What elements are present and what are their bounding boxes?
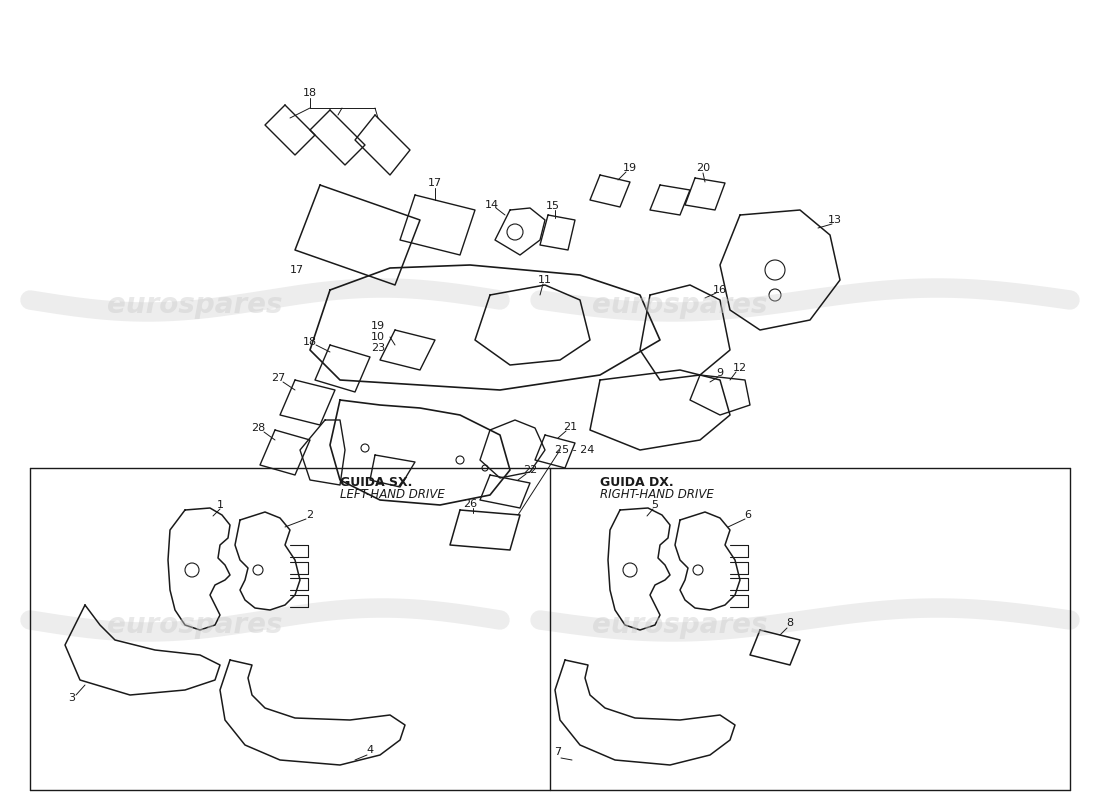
Text: eurospares: eurospares <box>108 611 283 639</box>
Text: 8: 8 <box>786 618 793 628</box>
Text: 13: 13 <box>828 215 842 225</box>
Text: eurospares: eurospares <box>592 611 768 639</box>
Text: 16: 16 <box>713 285 727 295</box>
Text: 17: 17 <box>428 178 442 188</box>
Text: 22: 22 <box>522 465 537 475</box>
Text: 19: 19 <box>623 163 637 173</box>
Text: 18: 18 <box>302 337 317 347</box>
Text: 9: 9 <box>716 368 724 378</box>
Text: 7: 7 <box>554 747 562 757</box>
Text: 4: 4 <box>366 745 374 755</box>
Text: eurospares: eurospares <box>108 291 283 319</box>
Text: GUIDA SX.: GUIDA SX. <box>340 477 412 490</box>
Text: 5: 5 <box>651 500 659 510</box>
Text: 25 - 24: 25 - 24 <box>556 445 595 455</box>
Text: 19: 19 <box>371 321 385 331</box>
Text: 11: 11 <box>538 275 552 285</box>
Text: 15: 15 <box>546 201 560 211</box>
Text: 2: 2 <box>307 510 314 520</box>
Text: 6: 6 <box>745 510 751 520</box>
Text: 20: 20 <box>696 163 711 173</box>
Text: eurospares: eurospares <box>592 291 768 319</box>
Text: 18: 18 <box>302 88 317 98</box>
Text: 12: 12 <box>733 363 747 373</box>
Text: 26: 26 <box>463 499 477 509</box>
Text: LEFT-HAND DRIVE: LEFT-HAND DRIVE <box>340 489 444 502</box>
Text: 3: 3 <box>68 693 76 703</box>
Text: 1: 1 <box>217 500 223 510</box>
Text: RIGHT-HAND DRIVE: RIGHT-HAND DRIVE <box>600 489 714 502</box>
Text: 27: 27 <box>271 373 285 383</box>
Text: 14: 14 <box>485 200 499 210</box>
Text: 21: 21 <box>563 422 578 432</box>
Text: 23: 23 <box>371 343 385 353</box>
Text: GUIDA DX.: GUIDA DX. <box>600 477 673 490</box>
Text: 17: 17 <box>290 265 304 275</box>
Text: 28: 28 <box>251 423 265 433</box>
Text: 10: 10 <box>371 332 385 342</box>
